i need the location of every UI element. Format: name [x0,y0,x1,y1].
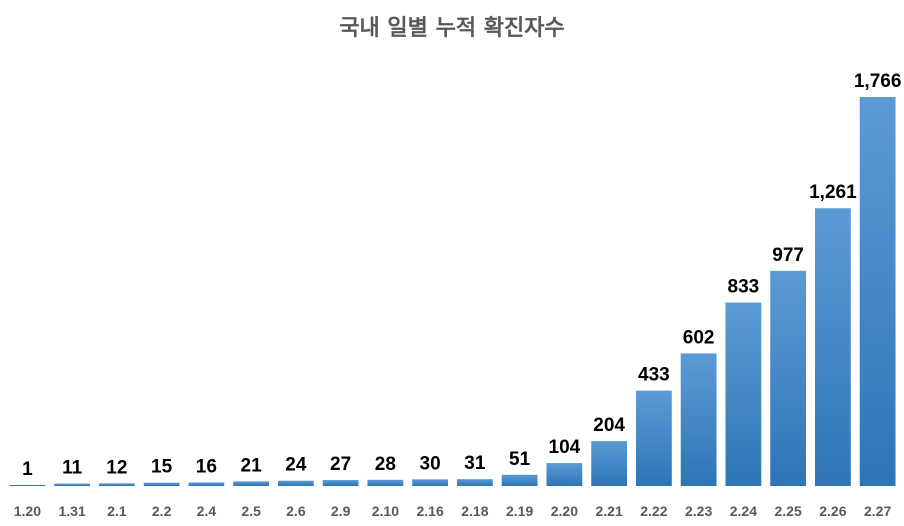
bar-2.19 [501,474,538,486]
bar-2.1 [98,483,135,486]
value-labels-layer: 1 11 12 15 16 21 24 27 28 30 31 5110420443360283397… [22,71,901,480]
bar-1.31 [54,483,91,486]
value-label-2.6: 24 [285,455,307,476]
value-label-2.5: 21 [241,455,263,476]
value-label-2.19: 51 [509,449,531,470]
value-label-2.9: 27 [330,454,351,475]
tick-label-2.23: 2.23 [685,503,712,519]
bar-2.4 [188,482,225,486]
value-label-1.31: 11 [62,458,83,479]
tick-label-2.19: 2.19 [506,503,533,519]
value-label-2.22: 433 [638,365,670,386]
tick-label-1.20: 1.20 [14,503,41,519]
tick-label-2.21: 2.21 [596,503,623,519]
tick-label-2.25: 2.25 [775,503,802,519]
tick-label-2.22: 2.22 [640,503,667,519]
tick-label-2.6: 2.6 [286,503,306,519]
tick-label-2.4: 2.4 [197,503,217,519]
bar-2.27 [859,97,896,486]
value-label-2.26: 1,261 [809,182,857,203]
value-label-2.21: 204 [593,415,625,436]
bar-2.20 [546,463,583,486]
bar-2.5 [233,481,270,486]
bar-2.16 [412,479,449,486]
value-label-2.4: 16 [196,456,217,477]
tick-label-2.27: 2.27 [864,503,891,519]
tick-label-2.16: 2.16 [417,503,444,519]
value-label-2.1: 12 [106,457,127,478]
tick-label-2.9: 2.9 [331,503,351,519]
value-label-1.20: 1 [22,459,33,480]
value-label-2.24: 833 [728,277,760,298]
bars-layer [9,97,896,487]
bar-1.20 [9,485,46,486]
value-label-2.16: 30 [420,453,441,474]
tick-label-2.20: 2.20 [551,503,578,519]
bar-2.2 [143,482,180,486]
value-label-2.23: 602 [683,327,715,348]
value-label-2.27: 1,766 [854,71,902,92]
value-label-2.25: 977 [772,245,804,266]
bar-2.18 [456,479,493,486]
chart-title: 국내 일별 누적 확진자수 [339,16,565,41]
bar-2.22 [635,390,672,486]
tick-label-2.24: 2.24 [730,503,757,519]
value-label-2.18: 31 [464,453,486,474]
tick-label-1.31: 1.31 [59,503,86,519]
bar-2.9 [322,480,359,486]
tick-label-2.5: 2.5 [241,503,261,519]
value-label-2.20: 104 [549,437,581,458]
bar-2.21 [591,441,628,486]
bar-2.25 [770,270,807,486]
value-label-2.10: 28 [375,454,396,475]
bar-2.10 [367,479,404,486]
tick-label-2.26: 2.26 [819,503,846,519]
category-labels-layer: 1.20 1.31 2.1 2.2 2.4 2.5 2.6 2.9 2.10 2.16 2.18 2.… [14,503,892,519]
bar-2.23 [680,353,717,486]
tick-label-2.18: 2.18 [461,503,488,519]
tick-label-2.10: 2.10 [372,503,399,519]
tick-label-2.2: 2.2 [152,503,172,519]
bar-2.6 [277,480,314,486]
bar-2.24 [725,302,762,486]
tick-label-2.1: 2.1 [107,503,127,519]
value-label-2.2: 15 [151,457,173,478]
bar-2.26 [814,208,851,487]
